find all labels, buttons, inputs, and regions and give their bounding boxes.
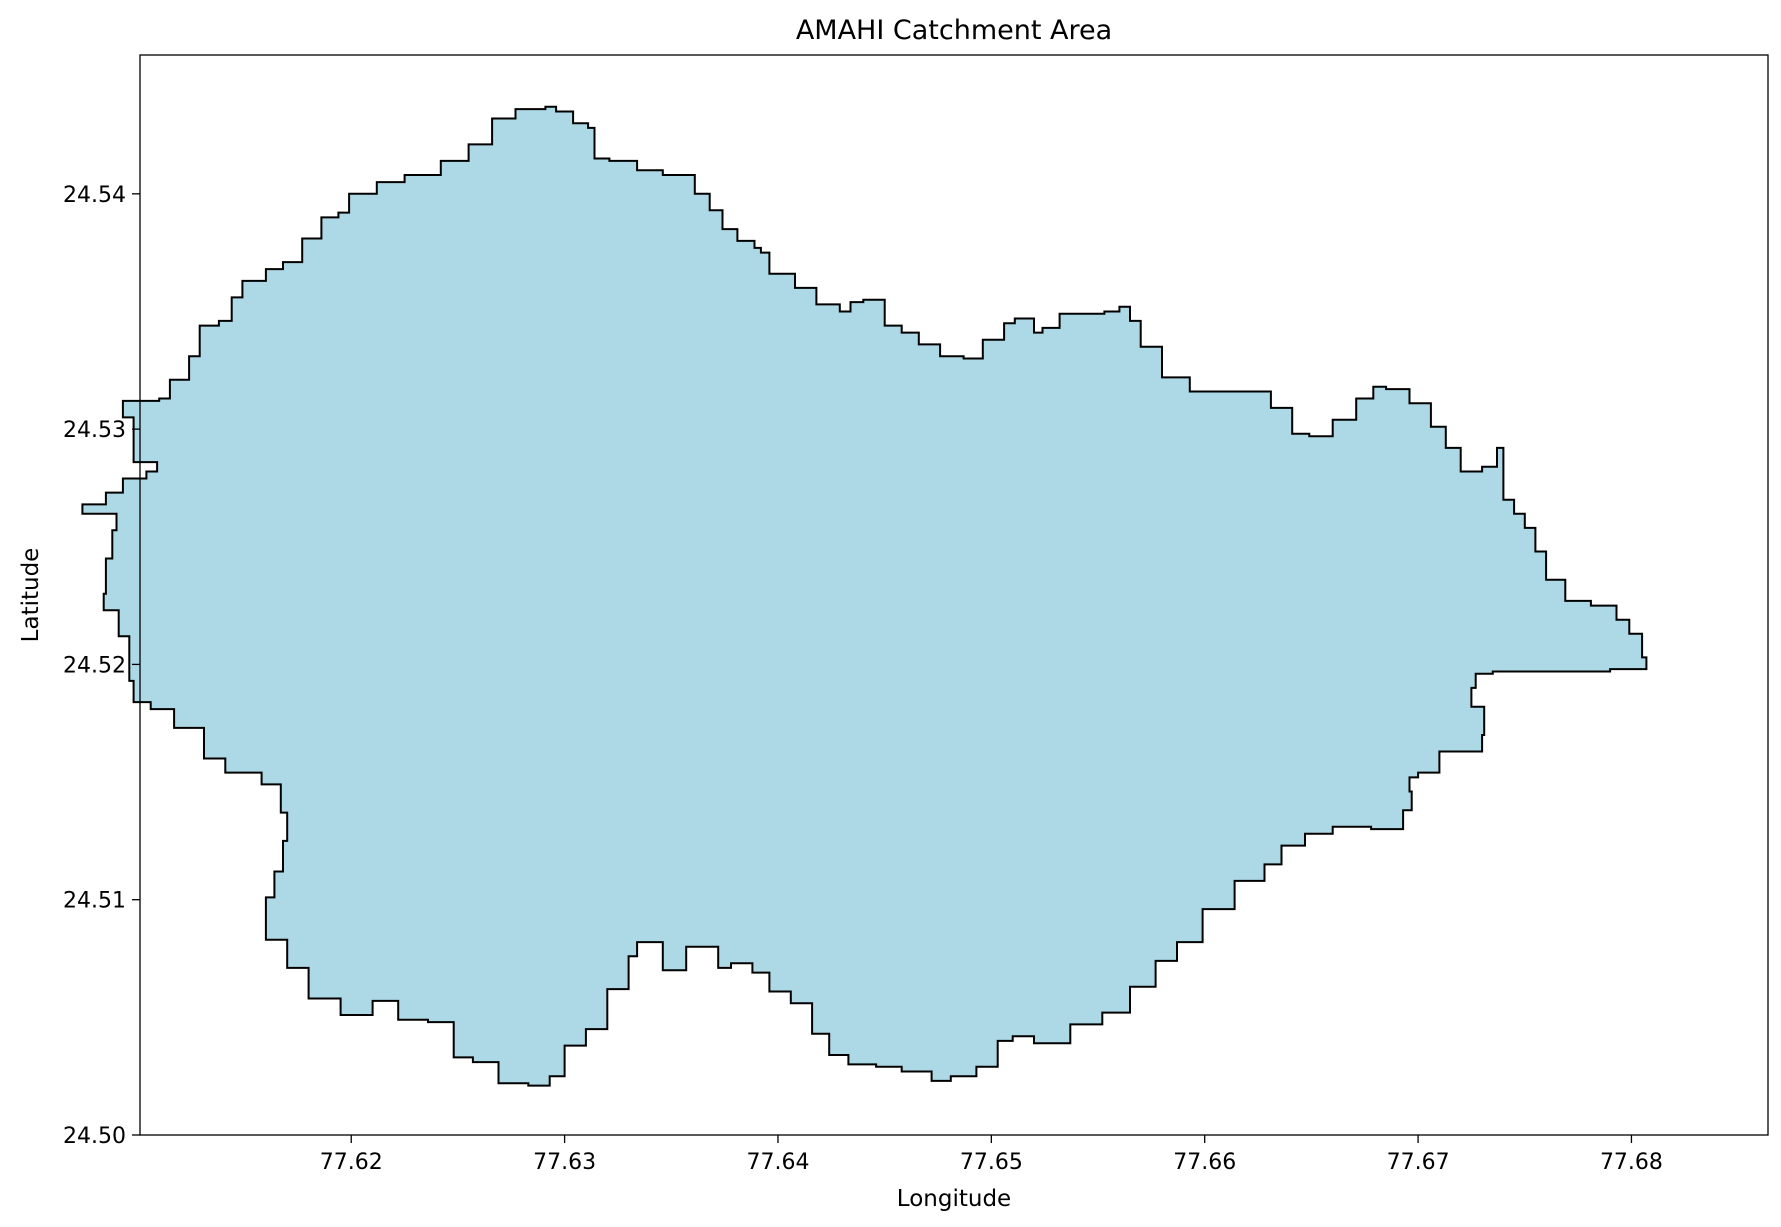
- x-tick-label: 77.62: [320, 1150, 383, 1175]
- x-tick-label: 77.64: [746, 1150, 809, 1175]
- x-tick-label: 77.63: [533, 1150, 596, 1175]
- x-tick-label: 77.67: [1387, 1150, 1450, 1175]
- x-tick-label: 77.68: [1600, 1150, 1663, 1175]
- y-tick-label: 24.53: [63, 418, 126, 443]
- y-axis-label: Latitude: [18, 548, 44, 643]
- x-tick-label: 77.65: [960, 1150, 1023, 1175]
- y-tick-label: 24.50: [63, 1124, 126, 1149]
- x-tick-label: 77.66: [1173, 1150, 1236, 1175]
- catchment-polygon: [81, 105, 1648, 1087]
- y-tick-label: 24.54: [63, 183, 126, 208]
- plot-frame: [139, 54, 1769, 1136]
- y-tick-label: 24.51: [63, 889, 126, 914]
- y-tick-label: 24.52: [63, 653, 126, 678]
- plot-area: [81, 105, 1648, 1087]
- x-axis: 77.62 77.63 77.64 77.65 77.66 77.67 77.68: [320, 1135, 1663, 1175]
- x-axis-label: Longitude: [897, 1186, 1011, 1212]
- chart-title: AMAHI Catchment Area: [796, 15, 1112, 46]
- y-axis: 24.50 24.51 24.52 24.53 24.54: [63, 183, 140, 1149]
